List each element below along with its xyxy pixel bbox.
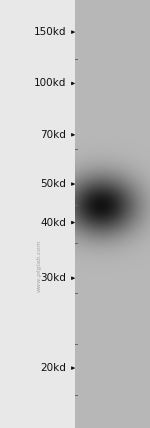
Text: 30kd: 30kd: [40, 273, 66, 283]
Text: 100kd: 100kd: [34, 78, 66, 89]
Text: 150kd: 150kd: [33, 27, 66, 37]
Text: 70kd: 70kd: [40, 130, 66, 140]
Text: 20kd: 20kd: [40, 363, 66, 373]
Text: 50kd: 50kd: [40, 179, 66, 189]
Text: www.ptglab.com: www.ptglab.com: [36, 239, 42, 291]
Text: 40kd: 40kd: [40, 217, 66, 228]
